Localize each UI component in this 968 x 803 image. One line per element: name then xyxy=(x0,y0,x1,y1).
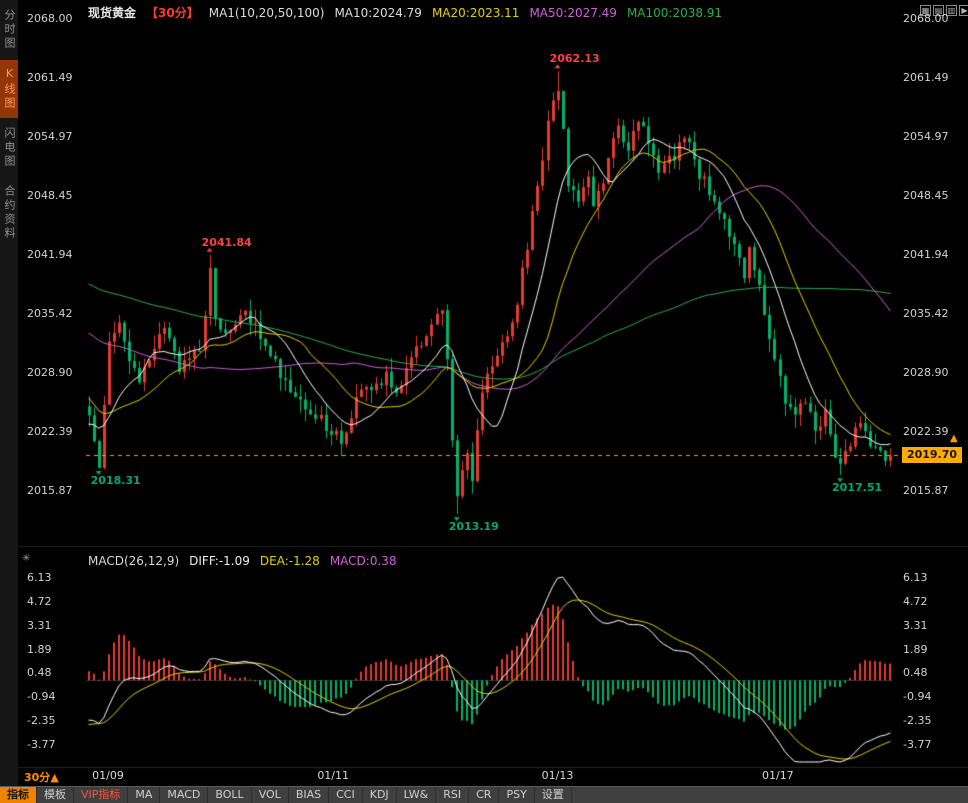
toolbar-indicator-ma[interactable]: MA xyxy=(128,787,161,803)
header-segment-0: 现货黄金 xyxy=(88,6,137,20)
macd-axis-label: 3.31 xyxy=(903,618,928,632)
macd-axis-label: 0.48 xyxy=(27,666,52,680)
macd-axis-label: 3.31 xyxy=(27,618,52,632)
macd-axis-label: 6.13 xyxy=(27,571,52,584)
price-axis-label: 2041.94 xyxy=(903,248,949,261)
header-segment-3: MA10:2024.79 xyxy=(334,6,422,20)
macd-axis-label: 6.13 xyxy=(903,571,928,584)
macd-axis-label: 1.89 xyxy=(903,642,928,656)
last-price-value: 2019.70 xyxy=(906,448,958,462)
price-axis-label: 2054.97 xyxy=(27,130,73,143)
toolbar-indicator-macd[interactable]: MACD xyxy=(160,787,209,803)
price-axis-label: 2054.97 xyxy=(903,130,949,143)
date-label: 01/13 xyxy=(541,769,574,782)
price-up-arrow-icon: ▲ xyxy=(950,433,958,445)
layout-columns-icon[interactable]: ▥ xyxy=(946,5,957,16)
date-label: 01/11 xyxy=(317,769,350,782)
toolbar-indicator-kdj[interactable]: KDJ xyxy=(363,787,397,803)
date-label: 01/17 xyxy=(761,769,794,782)
toolbar-indicator-cr[interactable]: CR xyxy=(469,787,500,803)
price-annotation: 2018.31 xyxy=(90,473,141,487)
price-axis-label: 2028.90 xyxy=(27,366,73,379)
macd-axis-left: 6.13 4.72 3.31 1.89 0.48 -0.94 -2.35 -3.77 xyxy=(27,0,85,751)
toolbar-indicator-boll[interactable]: BOLL xyxy=(208,787,252,803)
price-axis-label: 2015.87 xyxy=(903,484,949,497)
macd-axis-right: 6.13 4.72 3.31 1.89 0.48 -0.94 -2.35 -3.77 xyxy=(903,0,961,751)
toolbar-indicator-psy[interactable]: PSY xyxy=(499,787,535,803)
price-axis-left: 2068.00 2061.49 2054.97 2048.45 2041.94 2035.… xyxy=(27,0,85,497)
macd-header-segment-1: DIFF:-1.09 xyxy=(189,554,250,568)
price-annotation: 2017.51 xyxy=(832,481,883,495)
indicator-settings-icon[interactable]: ✳ xyxy=(22,553,31,564)
price-axis-label: 2048.45 xyxy=(903,189,949,202)
price-axis-label: 2048.45 xyxy=(27,189,73,202)
sidebar-item-time-sharing-chart[interactable]: 分时图 xyxy=(3,9,16,51)
header-segment-6: MA100:2038.91 xyxy=(626,6,723,20)
sidebar-item-contract-info[interactable]: 合约资料 xyxy=(3,185,16,241)
layout-grid-icon[interactable]: ▦ xyxy=(920,5,931,16)
macd-axis-label: 4.72 xyxy=(27,594,52,608)
macd-axis-label: 0.48 xyxy=(903,666,928,680)
macd-axis-label: -0.94 xyxy=(27,690,56,704)
toolbar-indicator-vol[interactable]: VOL xyxy=(252,787,289,803)
toolbar-tab-vip-indicators[interactable]: VIP指标 xyxy=(74,787,129,803)
price-axis-label: 2041.94 xyxy=(27,248,73,261)
period-text: 30分 xyxy=(24,771,51,784)
price-axis-label: 2061.49 xyxy=(27,71,73,84)
macd-axis-label: 1.89 xyxy=(27,642,52,656)
macd-axis-label: -3.77 xyxy=(27,738,56,751)
price-annotation: 2041.84 xyxy=(201,235,252,249)
macd-header-segment-0: MACD(26,12,9) xyxy=(88,554,180,568)
toolbar-settings[interactable]: 设置 xyxy=(535,787,572,803)
time-axis: 30分▲ 01/09 01/11 01/13 01/17 xyxy=(0,769,968,785)
header-segment-2: MA1(10,20,50,100) xyxy=(208,6,325,20)
toolbar-filler xyxy=(572,787,968,803)
macd-header-segment-3: MACD:0.38 xyxy=(329,554,397,568)
toolbar-indicator-cci[interactable]: CCI xyxy=(329,787,363,803)
price-axis-label: 2061.49 xyxy=(903,71,949,84)
toolbar-tab-templates[interactable]: 模板 xyxy=(37,787,74,803)
header-segment-4: MA20:2023.11 xyxy=(431,6,520,20)
toolbar-indicator-rsi[interactable]: RSI xyxy=(436,787,470,803)
toolbar-indicator-lwr[interactable]: LW& xyxy=(397,787,437,803)
macd-axis-label: -2.35 xyxy=(27,714,56,728)
sidebar-item-flash-chart[interactable]: 闪电图 xyxy=(3,127,16,169)
price-axis-label: 2022.39 xyxy=(903,425,949,438)
period-arrow-icon: ▲ xyxy=(50,771,59,784)
layout-rows-icon[interactable]: ▤ xyxy=(933,5,944,16)
price-annotation: 2013.19 xyxy=(448,520,499,534)
price-axis-label: 2028.90 xyxy=(903,366,949,379)
macd-header: MACD(26,12,9) DIFF:-1.09 DEA:-1.28 MACD:0.3… xyxy=(88,554,407,568)
bottom-toolbar: 指标 模板 VIP指标 MA MACD BOLL VOL BIAS CCI KDJ LW& RSI CR… xyxy=(0,786,968,803)
period-selector[interactable]: 30分▲ xyxy=(24,769,59,785)
price-axis-label: 2015.87 xyxy=(27,484,73,497)
macd-axis-label: -0.94 xyxy=(903,690,932,704)
toolbar-tab-indicators[interactable]: 指标 xyxy=(0,787,37,803)
layout-icons: ▦ ▤ ▥ ▶ xyxy=(920,5,968,16)
header-segment-5: MA50:2027.49 xyxy=(529,6,617,20)
price-axis-label: 2035.42 xyxy=(903,307,949,320)
header-segment-1: 【30分】 xyxy=(146,6,199,20)
sidebar-item-kline-chart[interactable]: K线图 xyxy=(0,60,18,118)
price-axis-label: 2068.00 xyxy=(903,12,949,25)
toolbar-indicator-bias[interactable]: BIAS xyxy=(289,787,330,803)
layout-next-icon[interactable]: ▶ xyxy=(959,5,968,16)
macd-axis-label: -3.77 xyxy=(903,738,932,751)
price-axis-label: 2022.39 xyxy=(27,425,73,438)
sidebar: 分时图 K线图闪电图合约资料 xyxy=(0,0,18,786)
last-price-tag: 2019.70 xyxy=(902,447,962,464)
date-label: 01/09 xyxy=(92,769,124,782)
price-axis-right: 2068.00 2061.49 2054.97 2048.45 2041.94 2035.… xyxy=(903,0,961,497)
price-axis-label: 2035.42 xyxy=(27,307,73,320)
macd-header-segment-2: DEA:-1.28 xyxy=(259,554,320,568)
price-axis-label: 2068.00 xyxy=(27,12,73,25)
price-annotation: 2062.13 xyxy=(549,52,600,66)
chart-header: 现货黄金 【30分】 MA1(10,20,50,100) MA10:2024.79 MA… xyxy=(88,4,732,21)
macd-axis-label: -2.35 xyxy=(903,714,932,728)
macd-axis-label: 4.72 xyxy=(903,594,928,608)
